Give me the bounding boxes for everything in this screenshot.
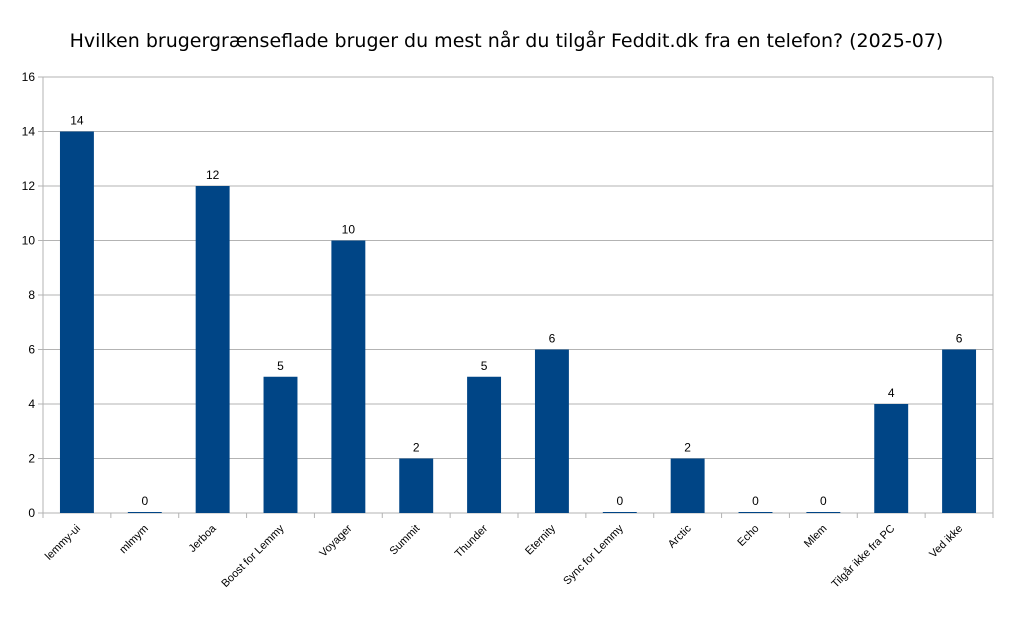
data-label: 2 <box>684 441 691 455</box>
x-tick-label: Tilgår ikke fra PC <box>829 523 897 591</box>
bar <box>59 131 94 513</box>
x-tick-label: Voyager <box>317 522 354 559</box>
y-tick-label: 10 <box>22 234 36 248</box>
data-label: 4 <box>888 386 895 400</box>
bar <box>874 404 909 513</box>
bar <box>263 376 298 513</box>
x-tick-label: Sync for Lemmy <box>561 522 626 587</box>
x-tick-label: Ved ikke <box>927 523 965 561</box>
data-label: 12 <box>206 168 220 182</box>
data-label: 6 <box>549 332 556 346</box>
bar <box>670 458 705 513</box>
data-label: 0 <box>141 494 148 508</box>
x-tick-label: Eternity <box>523 522 558 557</box>
data-label: 0 <box>820 494 827 508</box>
bar <box>534 349 569 513</box>
bar <box>331 240 366 513</box>
bar <box>399 458 434 513</box>
data-label: 10 <box>342 223 356 237</box>
y-tick-label: 12 <box>22 179 36 193</box>
data-label: 2 <box>413 441 420 455</box>
x-tick-label: Mlem <box>802 523 829 550</box>
y-tick-label: 4 <box>28 397 35 411</box>
x-tick-label: Boost for Lemmy <box>219 522 287 590</box>
data-label: 5 <box>481 359 488 373</box>
y-tick-label: 0 <box>28 506 35 520</box>
x-tick-label: Summit <box>387 523 422 558</box>
data-label: 0 <box>752 494 759 508</box>
x-tick-label: Jerboa <box>186 522 219 555</box>
bar <box>942 349 977 513</box>
bar <box>467 376 502 513</box>
x-tick-label: mlmym <box>117 523 151 557</box>
y-tick-label: 8 <box>28 288 35 302</box>
y-tick-label: 6 <box>28 343 35 357</box>
data-label: 14 <box>70 114 84 128</box>
x-tick-label: Echo <box>735 523 761 549</box>
bar <box>806 512 841 513</box>
bar <box>127 512 162 513</box>
y-tick-label: 2 <box>28 452 35 466</box>
bar <box>195 186 230 513</box>
chart-title: Hvilken brugergrænseflade bruger du mest… <box>69 30 944 52</box>
x-tick-label: Thunder <box>453 522 491 560</box>
bar <box>602 512 637 513</box>
y-tick-label: 14 <box>22 125 36 139</box>
data-label: 6 <box>956 332 963 346</box>
bar <box>738 512 773 513</box>
data-label: 0 <box>616 494 623 508</box>
x-tick-label: lemmy-ui <box>43 523 83 563</box>
data-label: 5 <box>277 359 284 373</box>
y-tick-label: 16 <box>22 70 36 84</box>
x-tick-label: Arctic <box>666 522 694 550</box>
